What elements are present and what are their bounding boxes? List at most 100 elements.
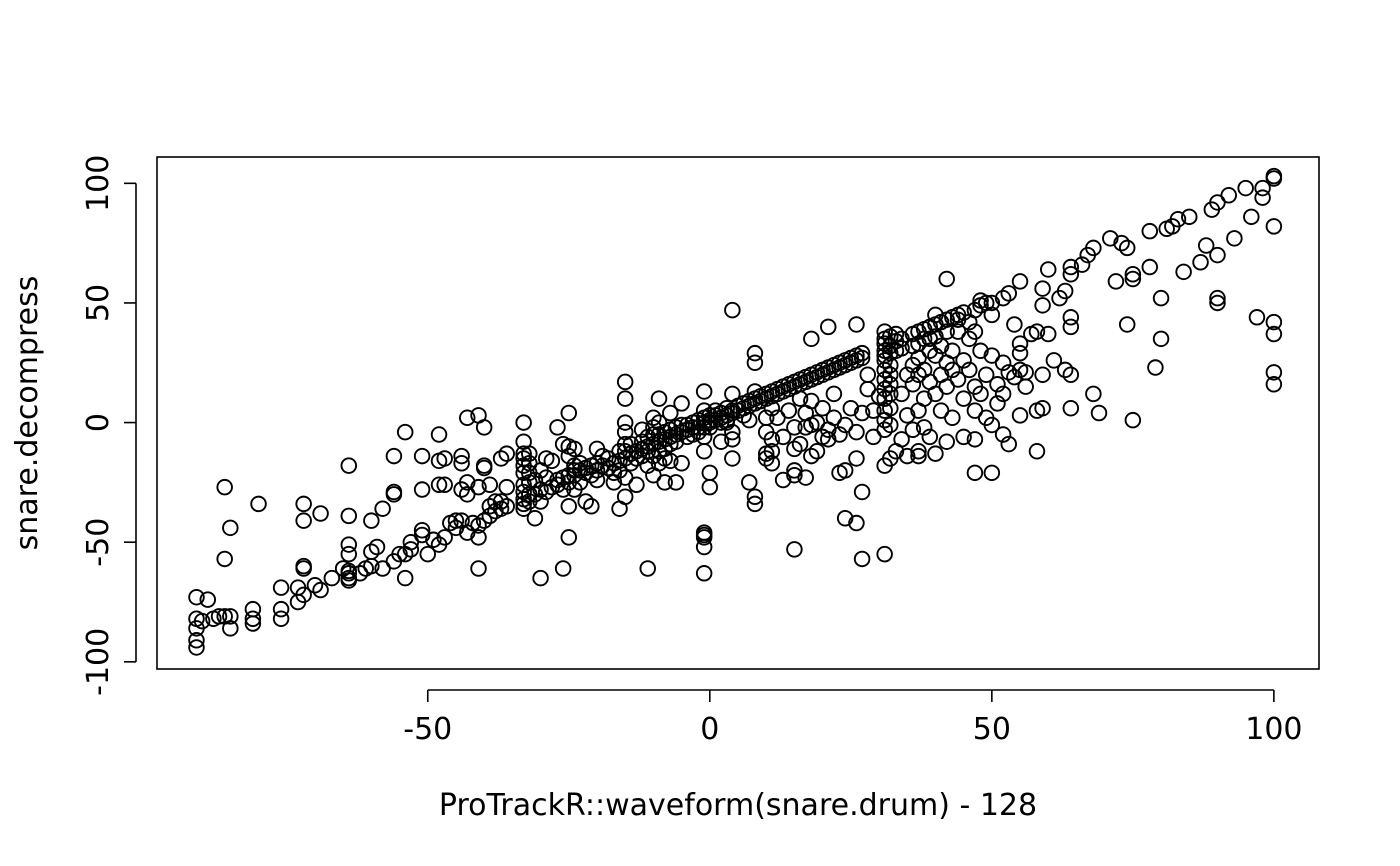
data-point [763,431,781,448]
data-point [1209,289,1226,307]
data-point [222,608,239,625]
data-point [340,562,358,580]
data-point [1011,344,1029,362]
data-point [1169,210,1187,228]
data-point [853,349,871,367]
data-point [791,390,809,407]
data-point [994,354,1012,372]
data-point [690,423,707,441]
data-point [994,426,1012,443]
data-point [1124,411,1142,429]
data-point [583,498,600,515]
data-point [741,411,758,429]
data-point [1056,361,1074,379]
data-point [955,352,972,369]
data-point [368,538,386,556]
data-point [932,337,950,355]
data-point [1000,364,1018,381]
data-point [1209,246,1226,264]
data-point [340,536,358,553]
x-axis: -50 0 50 100 [403,689,1303,747]
data-point [712,433,730,450]
data-point [791,435,809,453]
data-point [955,390,972,407]
data-point [1062,399,1080,417]
data-point [1062,265,1080,283]
data-point [1011,335,1029,352]
data-point [786,541,803,558]
data-point [628,476,645,494]
y-tick-label: 50 [81,284,116,322]
data-point [865,402,882,419]
data-point [853,483,871,501]
data-point [363,512,380,529]
y-tick-label: -50 [81,518,116,567]
data-point [966,464,984,482]
data-point [977,366,995,383]
data-point [1006,316,1023,333]
data-point [808,443,826,460]
y-tick-label: 100 [81,155,116,212]
data-point [633,447,651,465]
data-point [402,541,420,558]
data-point [695,443,713,460]
data-point [566,440,583,458]
data-point [882,356,899,374]
data-point [413,481,431,498]
data-point [481,498,499,515]
data-point [188,632,205,649]
data-point [1175,263,1192,281]
data-point [1034,280,1051,297]
data-point [515,450,532,467]
data-point [458,409,476,427]
data-point [955,304,972,321]
data-point [724,431,741,448]
data-point [887,325,905,343]
data-point [436,450,453,467]
data-point [216,550,233,568]
data-point [470,478,487,496]
data-point [363,543,380,561]
data-point [532,493,549,510]
data-point [560,498,578,515]
data-point [1209,294,1226,312]
data-point [272,610,290,628]
data-point [188,639,205,656]
data-point [1220,187,1237,204]
data-point [701,464,719,482]
data-point [577,493,594,510]
data-point [1000,435,1018,453]
data-point [955,428,972,446]
data-point [1197,237,1215,254]
data-point [1118,316,1136,333]
y-axis-label: snare.decompress [10,276,45,551]
data-point [1181,208,1198,226]
data-point [645,409,662,427]
data-point [893,340,910,357]
data-point [650,454,668,472]
data-point [701,478,719,496]
data-point [244,615,262,632]
data-point [1113,234,1130,252]
data-point [1034,366,1051,383]
data-point [853,404,871,422]
x-tick-label: 0 [700,712,719,747]
data-point [1017,378,1034,395]
data-point [695,538,713,556]
data-point [876,323,893,340]
data-point [667,474,685,491]
data-point [1118,239,1136,257]
data-point [876,545,893,563]
data-point [836,462,854,479]
data-point [662,404,679,422]
data-point [475,512,493,529]
data-point [413,526,431,544]
data-point [391,545,408,563]
x-tick-label: 50 [973,712,1011,747]
data-point [673,454,690,472]
data-point [616,414,634,431]
data-point [882,399,899,417]
data-point [1254,189,1271,206]
data-point [944,361,961,379]
data-point [786,440,803,458]
